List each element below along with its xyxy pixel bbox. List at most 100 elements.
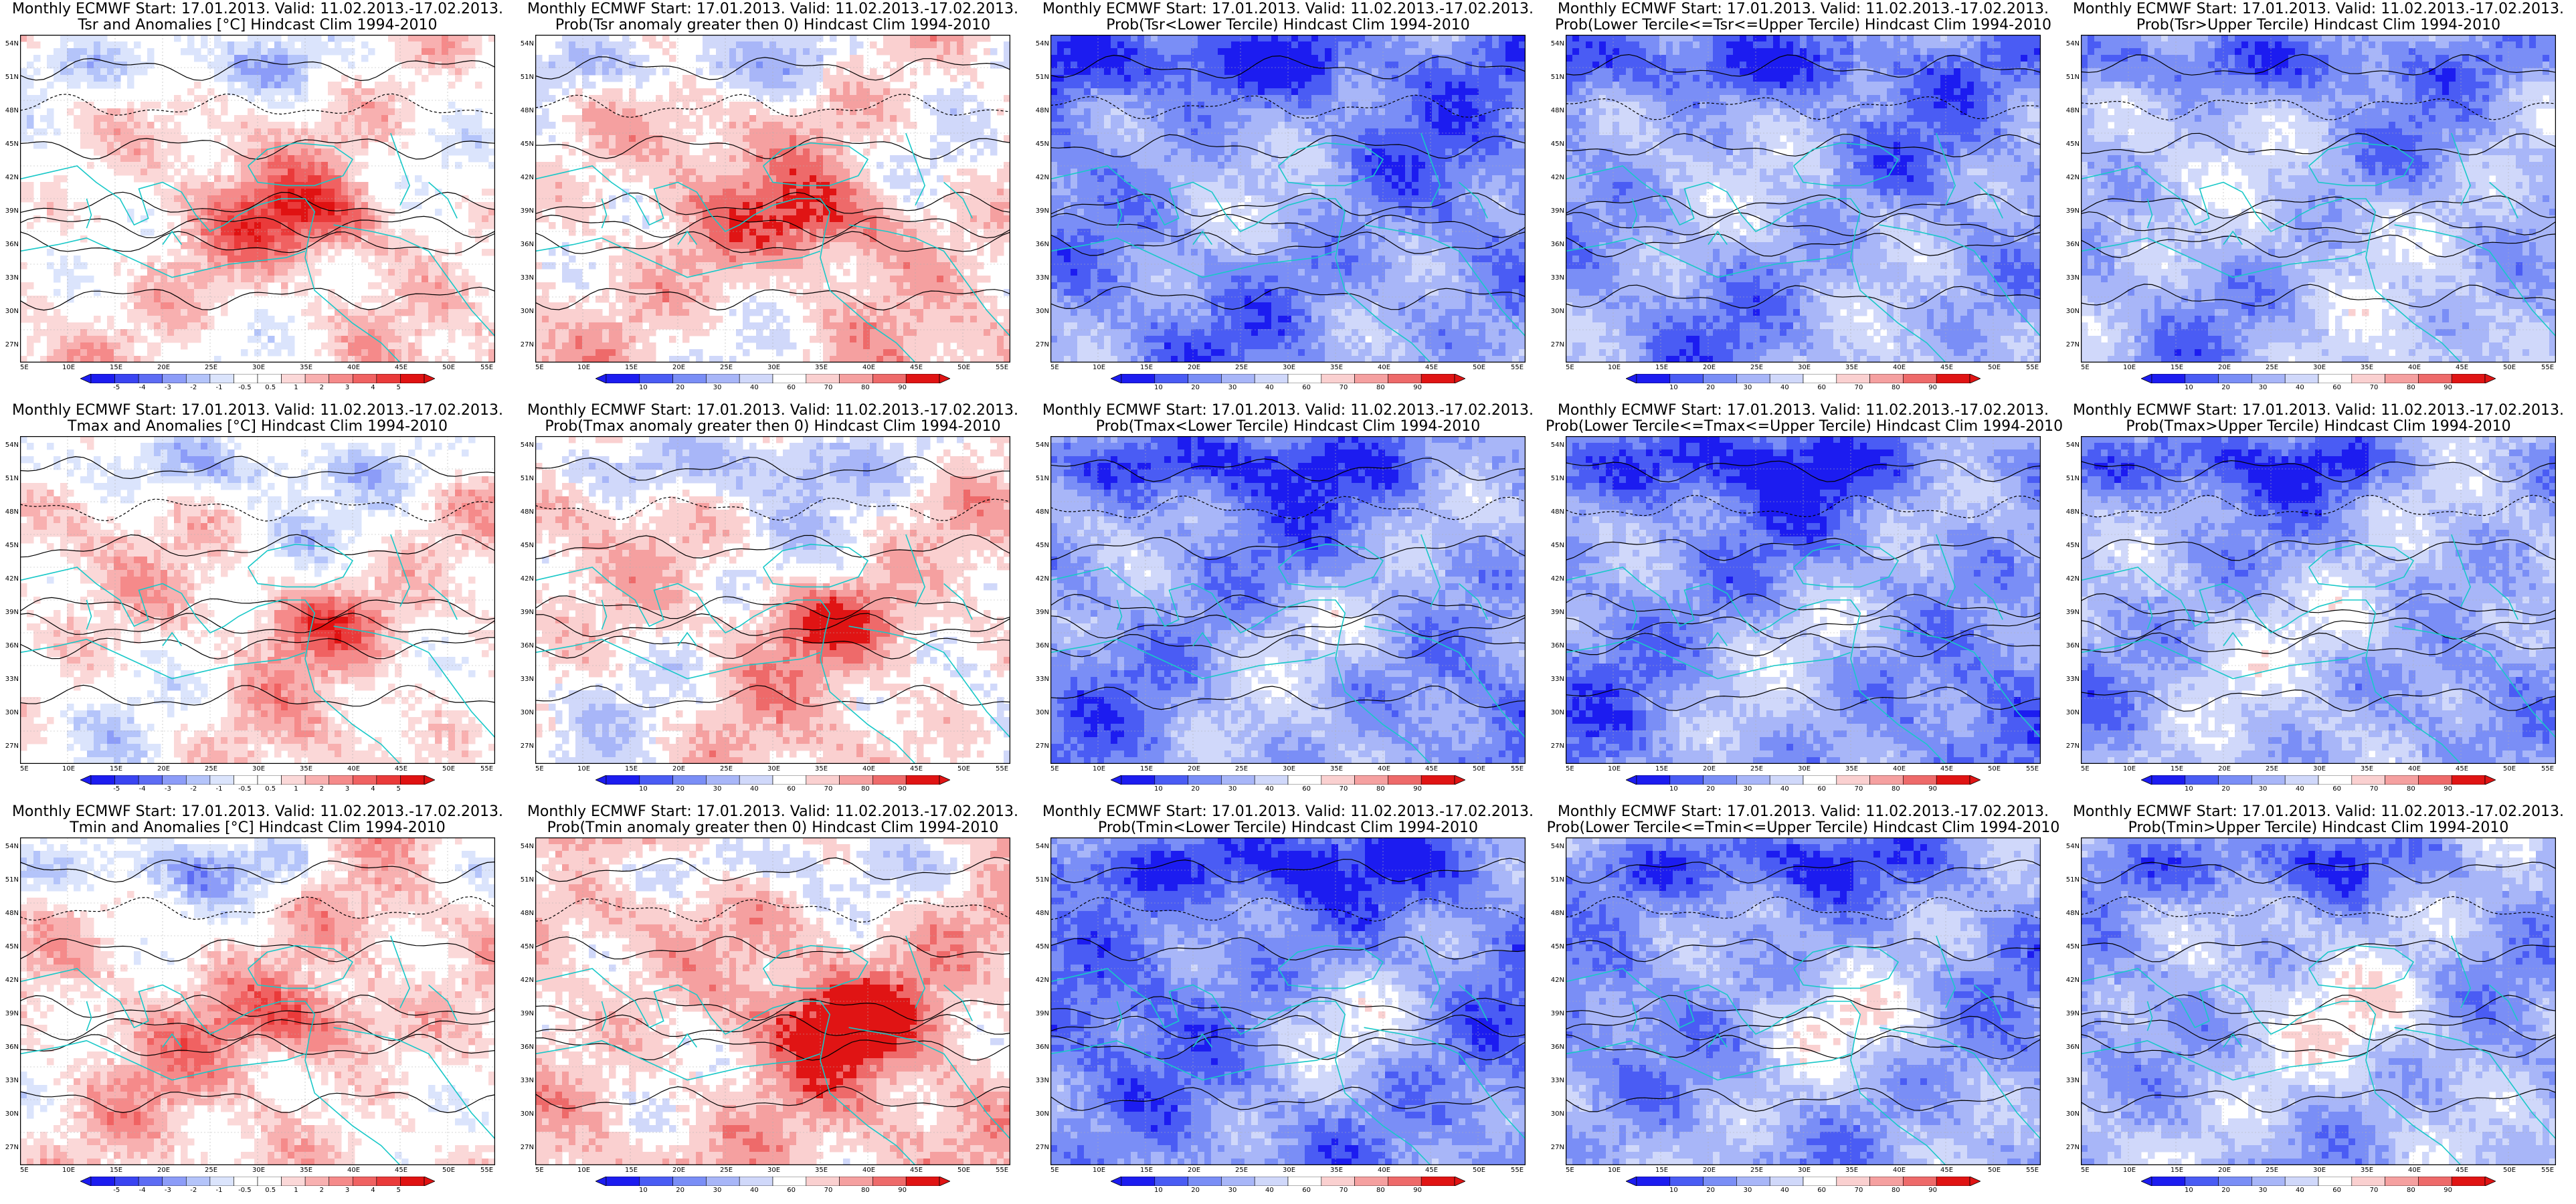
longitude-tick-label: 5E bbox=[1566, 364, 1574, 371]
colorbar bbox=[595, 1176, 951, 1187]
map-area bbox=[20, 837, 495, 1165]
longitude-tick-label: 55E bbox=[1511, 765, 1524, 773]
map-svg bbox=[1566, 436, 2041, 764]
longitude-tick-label: 20E bbox=[672, 1167, 685, 1174]
map-panel: Monthly ECMWF Start: 17.01.2013. Valid: … bbox=[515, 0, 1030, 401]
colorbar-tick-label: -3 bbox=[165, 1187, 171, 1194]
latitude-tick-label: 36N bbox=[5, 1043, 19, 1051]
map-panel: Monthly ECMWF Start: 17.01.2013. Valid: … bbox=[0, 401, 515, 803]
temperature-contours bbox=[1050, 458, 1526, 710]
colorbar-tick-label: 2 bbox=[320, 1187, 324, 1194]
colorbar-tick-label: -4 bbox=[139, 785, 146, 793]
longitude-tick-label: 5E bbox=[1050, 765, 1059, 773]
colorbar-tick-label: -4 bbox=[139, 384, 146, 391]
latitude-tick-label: 27N bbox=[2066, 742, 2080, 750]
colorbar-tick-label: 70 bbox=[1855, 785, 1863, 793]
longitude-tick-label: 5E bbox=[20, 364, 29, 371]
latitude-tick-label: 30N bbox=[521, 709, 534, 716]
colorbar-tick-label: 1 bbox=[294, 785, 298, 793]
coastlines bbox=[535, 132, 1010, 363]
longitude-tick-label: 25E bbox=[1235, 765, 1248, 773]
latitude-tick-label: 45N bbox=[5, 943, 19, 950]
colorbar-tick-label: 80 bbox=[861, 785, 870, 793]
colorbar-tick-label: 90 bbox=[2444, 384, 2452, 391]
longitude-tick-label: 5E bbox=[20, 765, 29, 773]
latitude-tick-label: 33N bbox=[5, 676, 19, 683]
longitude-labels: 5E 10E 15E 20E 25E 30E 35E 40E 45E 50E 55E bbox=[1566, 364, 2041, 372]
panel-title: Monthly ECMWF Start: 17.01.2013. Valid: … bbox=[1546, 804, 2061, 836]
coastlines bbox=[535, 534, 1010, 764]
colorbar-tick-label: 5 bbox=[397, 384, 401, 391]
longitude-tick-label: 55E bbox=[480, 1167, 493, 1174]
colorbar bbox=[1110, 775, 1466, 785]
colorbar-labels: 10 20 30 40 60 70 80 90 bbox=[1626, 384, 1981, 392]
panel-title-line2: Prob(Tmin anomaly greater then 0) Hindca… bbox=[515, 820, 1030, 836]
colorbar-tick-label: 5 bbox=[397, 785, 401, 793]
colorbar-tick-label: 40 bbox=[750, 384, 759, 391]
latitude-tick-label: 33N bbox=[521, 676, 534, 683]
colorbar-tick-label: 70 bbox=[1855, 384, 1863, 391]
latitude-tick-label: 51N bbox=[2066, 475, 2080, 482]
colorbar-tick-label: 3 bbox=[345, 384, 349, 391]
longitude-tick-label: 35E bbox=[300, 765, 312, 773]
longitude-tick-label: 5E bbox=[1050, 1167, 1059, 1174]
shaded-field bbox=[2081, 837, 2556, 1165]
latitude-tick-label: 33N bbox=[1551, 274, 1564, 282]
latitude-tick-label: 48N bbox=[2066, 910, 2080, 917]
map-area bbox=[1050, 837, 1526, 1165]
longitude-tick-label: 15E bbox=[110, 364, 122, 371]
colorbar-tick-label: 30 bbox=[2259, 384, 2268, 391]
coastlines bbox=[2081, 935, 2556, 1165]
map-svg bbox=[1566, 35, 2041, 363]
longitude-tick-label: 30E bbox=[252, 765, 265, 773]
latitude-tick-label: 27N bbox=[2066, 341, 2080, 348]
map-svg bbox=[20, 35, 495, 363]
latitude-tick-label: 36N bbox=[521, 1043, 534, 1051]
colorbar-tick-label: -5 bbox=[113, 1187, 120, 1194]
temperature-contours bbox=[1566, 459, 2041, 711]
latitude-tick-label: 27N bbox=[1551, 742, 1564, 750]
longitude-tick-label: 50E bbox=[442, 364, 455, 371]
latitude-tick-label: 54N bbox=[1551, 40, 1564, 47]
colorbar-tick-label: 80 bbox=[1376, 785, 1385, 793]
latitude-tick-label: 48N bbox=[1551, 910, 1564, 917]
map-area bbox=[2081, 837, 2556, 1165]
longitude-tick-label: 40E bbox=[2408, 1167, 2421, 1174]
latitude-tick-label: 48N bbox=[5, 508, 19, 516]
panel-title-line1: Monthly ECMWF Start: 17.01.2013. Valid: … bbox=[2061, 403, 2576, 419]
longitude-tick-label: 45E bbox=[395, 765, 407, 773]
graticule bbox=[20, 35, 495, 363]
longitude-tick-label: 20E bbox=[672, 364, 685, 371]
latitude-tick-label: 39N bbox=[521, 1010, 534, 1017]
longitude-tick-label: 40E bbox=[347, 1167, 360, 1174]
latitude-tick-label: 33N bbox=[1036, 676, 1049, 683]
longitude-tick-label: 10E bbox=[1608, 1167, 1621, 1174]
colorbar-tick-label: 90 bbox=[2444, 1187, 2452, 1194]
colorbar-tick-label: 90 bbox=[1928, 785, 1937, 793]
colorbar-tick-label: 80 bbox=[1376, 384, 1385, 391]
map-panel: Monthly ECMWF Start: 17.01.2013. Valid: … bbox=[2061, 0, 2576, 401]
longitude-tick-label: 20E bbox=[1703, 1167, 1716, 1174]
map-area bbox=[1050, 35, 1526, 363]
latitude-tick-label: 39N bbox=[1036, 609, 1049, 616]
colorbar-tick-label: 80 bbox=[1892, 384, 1900, 391]
longitude-tick-label: 20E bbox=[1703, 364, 1716, 371]
colorbar-tick-label: 3 bbox=[345, 785, 349, 793]
colorbar-tick-label: 10 bbox=[1154, 785, 1163, 793]
longitude-tick-label: 15E bbox=[625, 364, 638, 371]
map-panel: Monthly ECMWF Start: 17.01.2013. Valid: … bbox=[1030, 803, 1546, 1204]
longitude-labels: 5E 10E 15E 20E 25E 30E 35E 40E 45E 50E 55E bbox=[2081, 364, 2556, 372]
latitude-tick-label: 48N bbox=[2066, 107, 2080, 114]
panel-title-line1: Monthly ECMWF Start: 17.01.2013. Valid: … bbox=[0, 1, 515, 17]
longitude-tick-label: 25E bbox=[1750, 364, 1763, 371]
colorbar-tick-label: 70 bbox=[2370, 384, 2379, 391]
graticule bbox=[20, 436, 495, 764]
temperature-contours bbox=[2081, 862, 2556, 1114]
temperature-contours bbox=[535, 857, 1010, 1110]
longitude-tick-label: 5E bbox=[20, 1167, 29, 1174]
latitude-tick-label: 51N bbox=[521, 876, 534, 884]
longitude-tick-label: 35E bbox=[815, 765, 828, 773]
longitude-tick-label: 25E bbox=[205, 765, 217, 773]
colorbar-tick-label: 60 bbox=[1817, 384, 1826, 391]
latitude-tick-label: 42N bbox=[2066, 575, 2080, 583]
